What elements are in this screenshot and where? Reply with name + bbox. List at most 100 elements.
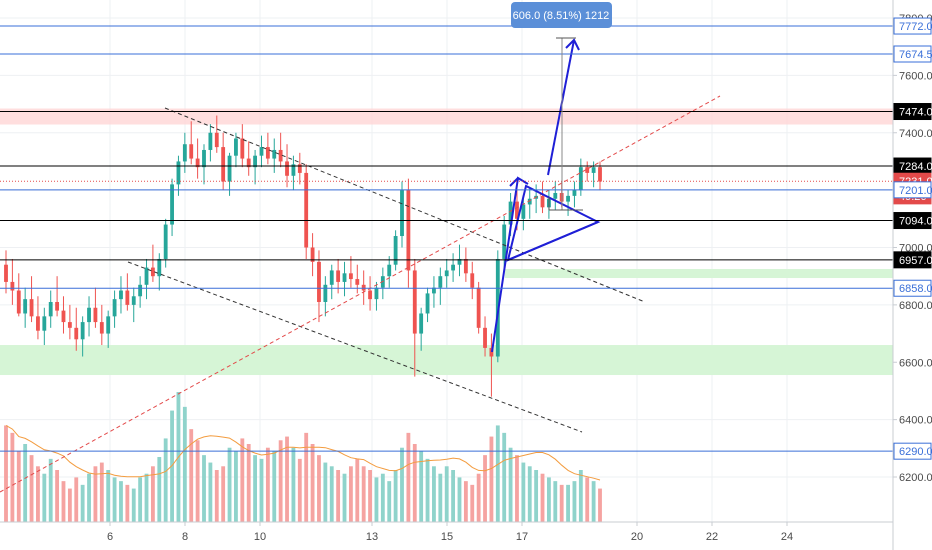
candle-body [323, 284, 328, 303]
candle-body [285, 161, 289, 176]
volume-bar [438, 473, 443, 522]
candle-body [457, 258, 462, 265]
volume-bar [348, 466, 353, 522]
volume-bar [208, 462, 213, 522]
horizontal-levels [0, 25, 893, 452]
candle-body [253, 155, 258, 168]
candle-body [444, 270, 449, 277]
volume-bar [495, 425, 500, 522]
volume-bar [87, 473, 91, 522]
volume-bar [591, 481, 596, 522]
volume-bar [93, 466, 98, 522]
volume-bar [527, 466, 532, 522]
volume-bar [74, 477, 79, 522]
volume-bar [323, 462, 328, 522]
candle-body [278, 149, 283, 162]
level-badge: 7474.0 [893, 103, 932, 121]
volume-bar [361, 466, 366, 522]
candle-body [112, 299, 117, 317]
volume-bar [572, 481, 577, 522]
candle-body [483, 327, 487, 348]
volume-bar [578, 470, 583, 522]
volume-bar [163, 438, 168, 522]
volume-bar [138, 477, 143, 522]
level-badge-box [893, 181, 932, 199]
volume-bar [566, 484, 570, 522]
zones [0, 108, 893, 376]
trendline-red [0, 95, 721, 493]
candle-body [304, 172, 309, 248]
y-tick-label: 7400.0 [899, 128, 932, 140]
volume-bar [521, 462, 526, 522]
volume-bar [317, 455, 321, 522]
volume-bar [182, 406, 187, 522]
candle-body [374, 287, 379, 300]
channel-upper-line [164, 107, 646, 303]
volume-bar [99, 462, 104, 522]
volume-bar [419, 451, 424, 522]
candle-body [214, 132, 219, 148]
candle-body [131, 296, 136, 305]
volume-bar [432, 466, 436, 522]
volume-bar [16, 451, 21, 522]
candle-body [598, 167, 602, 182]
volume-bar [80, 484, 85, 522]
measure-tool[interactable]: 606.0 (8.51%) 1212 [511, 2, 612, 211]
candle-body [336, 270, 341, 282]
candle-body [412, 270, 417, 334]
resistance-zone [0, 108, 893, 125]
candle-body [342, 273, 347, 282]
volume-bar [240, 438, 245, 522]
candle-body [310, 247, 315, 262]
target-arrowhead [565, 38, 580, 51]
volume-bar [406, 432, 411, 522]
candle-body [553, 192, 558, 199]
x-tick-label: 15 [441, 531, 453, 543]
volume-bar [304, 432, 309, 522]
y-tick-label: 6400.0 [899, 415, 932, 427]
volume-bar [515, 455, 519, 522]
volume-bar [119, 481, 123, 522]
volume-bar [374, 477, 379, 522]
candle-body [29, 299, 34, 317]
level-badge-box [893, 442, 932, 460]
candle-body [527, 198, 532, 205]
volume-bar [553, 481, 558, 522]
candle-body [368, 290, 372, 300]
volume-bar [534, 470, 539, 522]
candle-body [291, 164, 296, 176]
y-tick-label: 6600.0 [899, 357, 932, 369]
candle-body [170, 184, 174, 225]
volume-bar [195, 440, 200, 522]
level-badge-box [893, 17, 932, 35]
candle-body [419, 313, 424, 334]
candle-body [297, 164, 302, 173]
candle-body [93, 307, 98, 323]
volume-bar [585, 477, 590, 522]
candle-body [425, 293, 430, 314]
level-badge: 7772.0 [893, 17, 932, 35]
candle-body [182, 144, 187, 162]
volume-bar [227, 447, 232, 522]
candle-body [42, 316, 47, 331]
candle-body [157, 258, 162, 277]
volume-bar [412, 444, 417, 522]
volume-bar [470, 484, 475, 522]
candle-body [515, 201, 519, 219]
volume-ma-line [5, 424, 601, 481]
candle-body [400, 190, 404, 237]
level-badge: 7201.0 [893, 181, 932, 199]
candle-body [451, 264, 456, 271]
candle-body [67, 322, 72, 328]
candle-body [163, 224, 168, 259]
candle-body [16, 290, 21, 314]
volume-bar [355, 458, 360, 522]
level-badge: 7674.5 [893, 45, 932, 63]
volume-bar [253, 455, 258, 522]
candle-body [470, 273, 475, 288]
candle-body [10, 281, 15, 291]
volume-bar [508, 447, 513, 522]
volume-bar [540, 473, 545, 522]
candle-body [138, 284, 143, 297]
